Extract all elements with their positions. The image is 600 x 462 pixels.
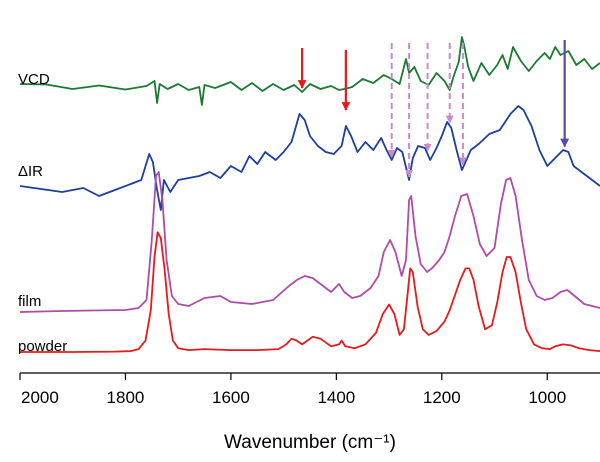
x-tick-label-5: 1000 (528, 388, 566, 407)
x-tick-label-3: 1400 (317, 388, 355, 407)
series-layer (19, 36, 600, 353)
series-line-1 (19, 105, 600, 211)
x-tick-label-0: 2000 (21, 388, 59, 407)
series-label-film: film (18, 293, 41, 310)
series-label-powder: powder (18, 338, 67, 355)
x-tick-label-2: 1600 (212, 388, 250, 407)
series-line-3 (20, 231, 600, 353)
x-tick-label-4: 1200 (423, 388, 461, 407)
x-axis-ticks: 2000 1800 1600 1400 1200 1000 (19, 373, 566, 407)
series-label-vcd: VCD (18, 71, 50, 88)
x-tick-label-1: 1800 (107, 388, 145, 407)
x-axis-title: Wavenumber (cm⁻¹) (224, 432, 396, 453)
series-line-2 (19, 171, 600, 313)
series-line-0 (19, 36, 600, 106)
annotation-layer (297, 40, 570, 178)
series-label-delta-ir: ΔIR (18, 163, 43, 180)
